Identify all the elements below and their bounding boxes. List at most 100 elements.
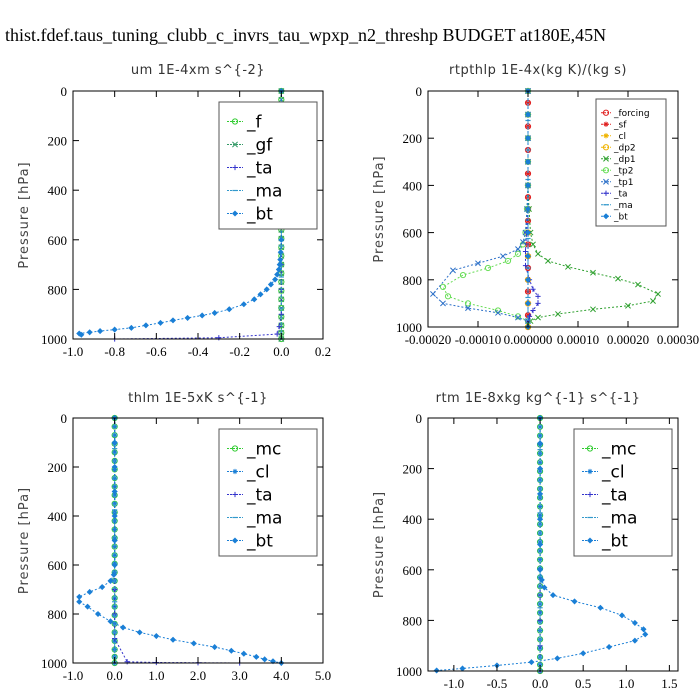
y-tick-label: 200 (48, 460, 68, 475)
data-point-bt (537, 440, 544, 447)
data-point-bt (190, 640, 197, 647)
y-tick-label: 800 (403, 613, 423, 628)
data-point-cl (112, 526, 118, 533)
data-point-tp2 (504, 257, 512, 265)
data-point-bt (142, 322, 149, 329)
series-line-bt (78, 418, 282, 664)
y-tick-label: 200 (403, 462, 423, 477)
data-point-bt (263, 286, 270, 293)
y-axis-label: Pressure [hPa] (17, 161, 32, 268)
x-tick-label: 5.0 (315, 668, 331, 683)
data-point-ta (530, 307, 536, 314)
x-tick-label: 0.0 (273, 344, 289, 359)
legend-label: _forcing (613, 109, 650, 119)
data-point-ta (124, 659, 130, 665)
data-point-bt (524, 135, 532, 142)
x-tick-label: 0.5 (575, 676, 591, 691)
data-point-tp2 (459, 271, 467, 279)
data-point-cl (537, 574, 543, 580)
legend-marker (602, 144, 610, 151)
data-point-bt (107, 577, 114, 584)
data-point-bt (97, 328, 104, 335)
data-point-bt (128, 324, 135, 331)
series-line-bt (436, 418, 646, 671)
data-point-bt (537, 465, 544, 472)
legend-marker (232, 164, 238, 171)
y-tick-label: 0 (416, 411, 423, 426)
y-tick-label: 0 (61, 411, 68, 426)
chart-panel-1: um 1E-4xm s^{-2} Pressure [hPa] -1.0 -0.8 -0… (17, 63, 331, 359)
data-point-bt (157, 319, 164, 326)
data-point-bt (275, 266, 282, 273)
y-tick-label: 400 (403, 512, 423, 527)
legend-marker (231, 537, 239, 544)
data-point-tp2 (514, 250, 522, 257)
y-tick-label: 400 (403, 178, 423, 193)
legend-label: _ta (601, 486, 628, 506)
data-point-dp1 (530, 241, 536, 248)
data-point-ta (274, 331, 280, 337)
series-line-tp2 (442, 91, 529, 322)
data-point-dp1 (545, 257, 551, 264)
data-point-bt (94, 610, 102, 618)
data-point-bt (640, 626, 647, 633)
series-group (76, 414, 285, 667)
data-point-tp1 (430, 291, 436, 297)
series-line-tp1 (432, 91, 529, 322)
y-tick-label: 800 (48, 607, 68, 622)
data-point-bt (86, 329, 93, 336)
legend-label: _ta (613, 189, 628, 199)
x-tick-label: 1.0 (148, 668, 164, 683)
legend: _f _gf _ta _ma _bt (218, 101, 318, 230)
data-point-dp1 (650, 298, 656, 304)
data-point-sf (525, 171, 531, 177)
y-tick-label: 600 (48, 558, 68, 573)
legend-label: _bt (246, 205, 273, 225)
legend-label: _ma (246, 182, 282, 202)
data-point-bt (153, 633, 160, 640)
legend-label: _ma (246, 509, 282, 529)
x-tick-label: -1.0 (63, 668, 84, 683)
data-point-bt (524, 276, 532, 283)
y-tick-label: 1000 (396, 320, 422, 335)
y-tick-label: 600 (403, 226, 423, 241)
data-point-tp1 (520, 239, 526, 245)
legend-marker (232, 141, 238, 148)
x-tick-label: 1.0 (618, 676, 634, 691)
data-point-bt (537, 541, 544, 548)
data-point-bt (84, 603, 91, 610)
legend-marker (603, 178, 609, 185)
legend-label: _dp2 (613, 143, 636, 153)
legend-label: _f (246, 113, 263, 133)
data-point-tp1 (440, 300, 446, 307)
legend-marker (603, 155, 609, 162)
data-point-bt (267, 281, 274, 288)
data-point-dp1 (565, 263, 571, 270)
data-point-dp1 (555, 311, 561, 317)
data-point-bt (541, 584, 548, 591)
legend-label: _ta (246, 159, 273, 179)
data-point-bt (86, 588, 93, 595)
data-point-bt (240, 301, 247, 308)
data-point-bt (76, 593, 83, 600)
legend-label: _mc (246, 440, 281, 460)
y-tick-label: 1000 (396, 664, 422, 679)
data-point-tp2 (484, 264, 492, 272)
data-point-bt (111, 537, 118, 544)
data-point-tp2 (514, 313, 522, 320)
legend-label: _tp1 (613, 178, 633, 188)
plot-frame (427, 417, 679, 672)
data-point-bt (110, 571, 117, 578)
data-point-ta (522, 263, 529, 269)
x-tick-label: -0.4 (188, 344, 209, 359)
data-point-dp1 (625, 302, 631, 309)
data-point-bt (169, 636, 177, 643)
data-point-bt (272, 276, 279, 283)
data-point-bt (459, 665, 466, 672)
data-point-bt (78, 331, 85, 338)
data-point-bt (253, 653, 260, 660)
x-tick-label: -0.00010 (455, 332, 502, 347)
data-point-bt (211, 644, 218, 651)
data-point-tp2 (439, 283, 447, 290)
